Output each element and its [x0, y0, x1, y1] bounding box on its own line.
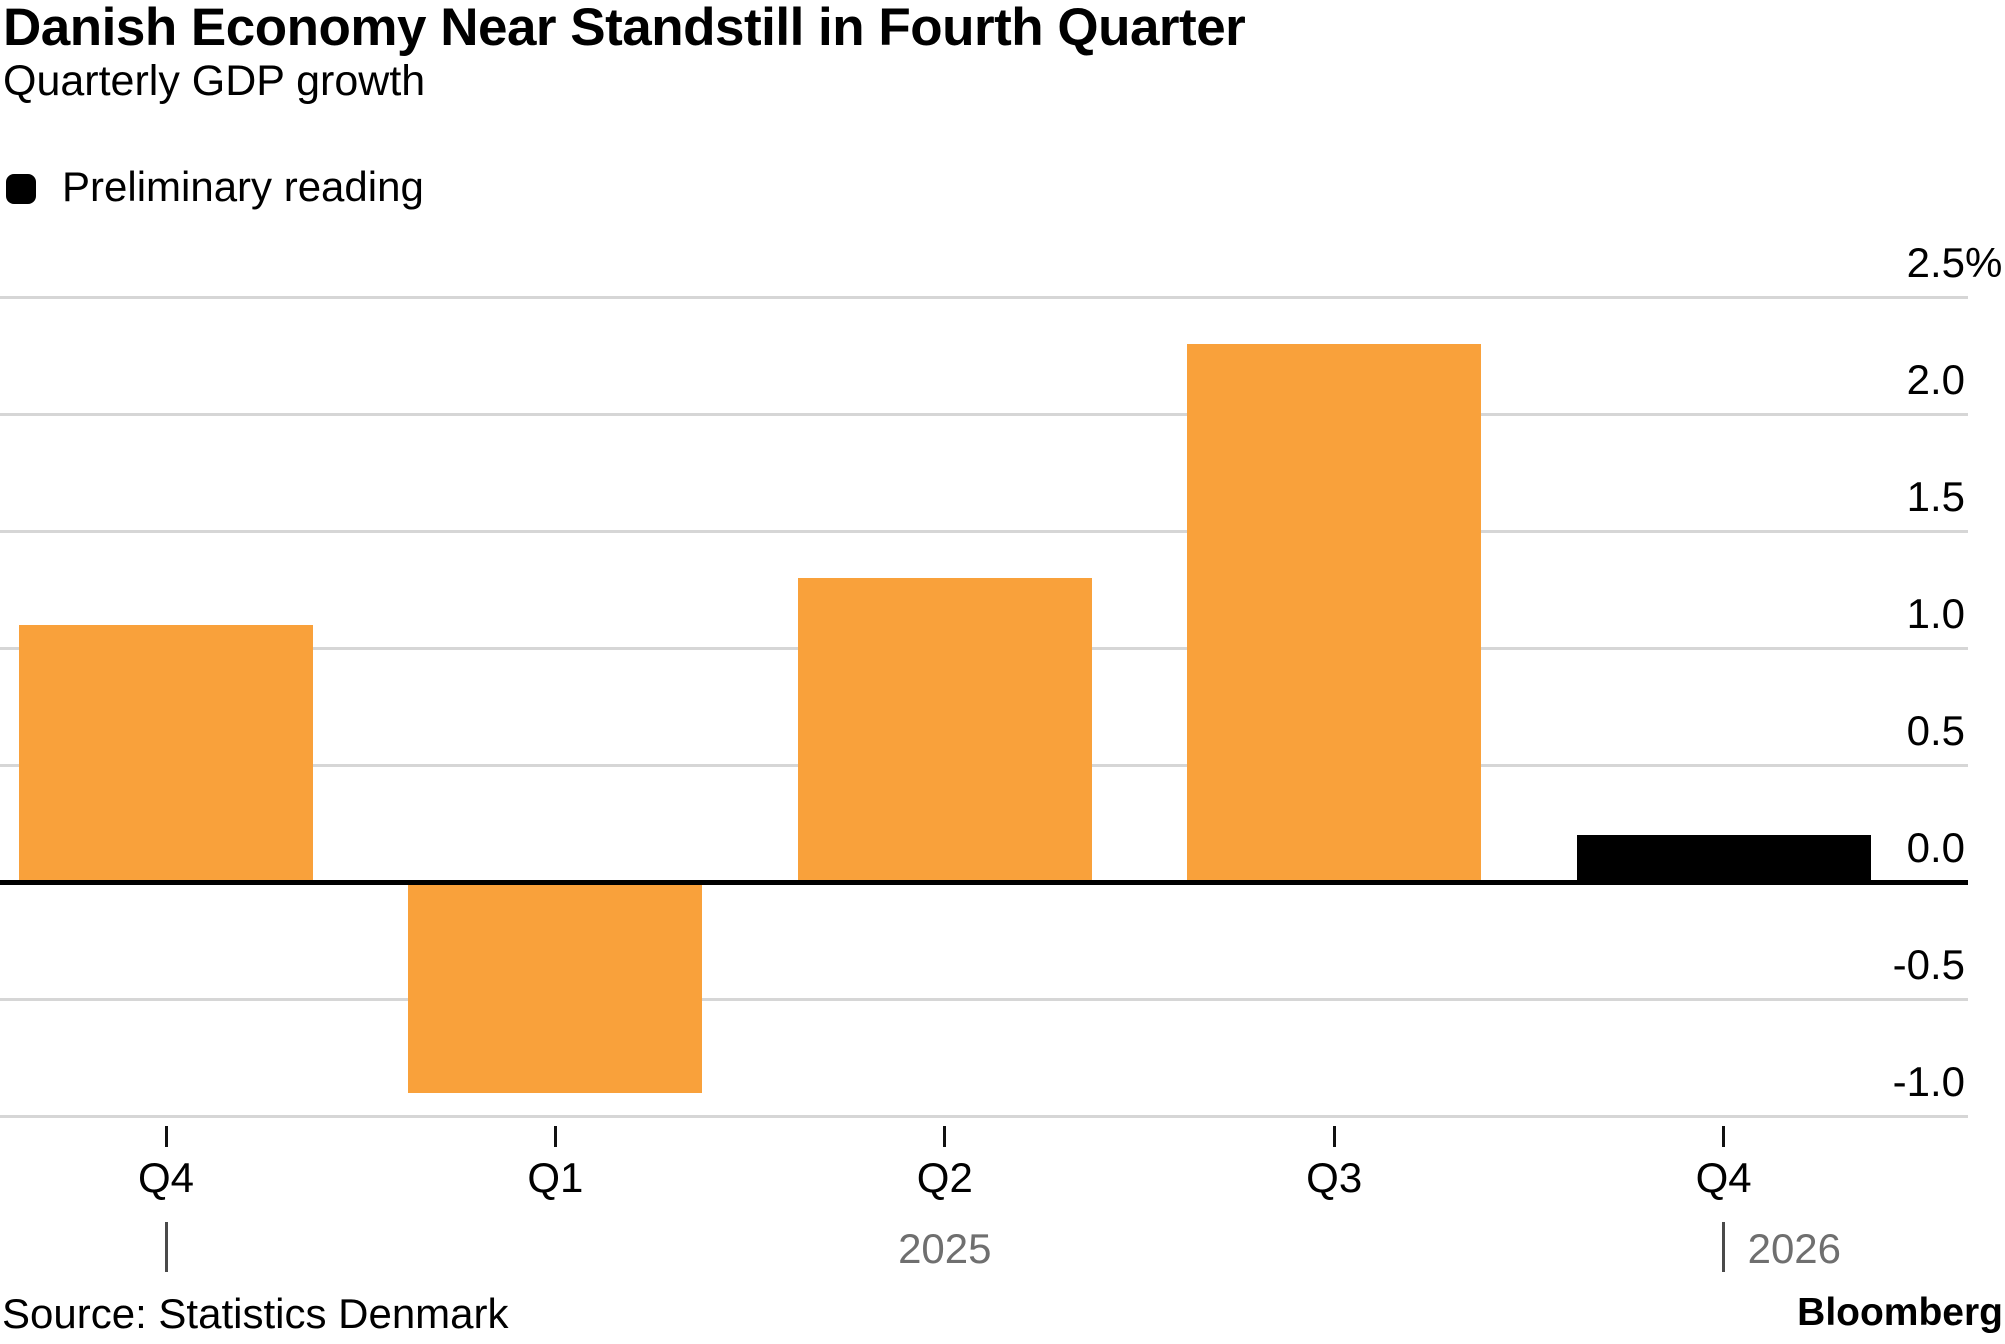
year-divider-mark [164, 1222, 168, 1272]
y-axis-tick-label: 2.0 [1906, 356, 1965, 403]
bar [19, 624, 313, 882]
legend-swatch-preliminary-icon [6, 174, 36, 204]
y-axis-tick-label: 0.5 [1906, 707, 1965, 754]
bar-preliminary [1576, 835, 1871, 882]
legend-label: Preliminary reading [62, 163, 424, 210]
bar [408, 882, 703, 1093]
legend: Preliminary reading [6, 165, 424, 209]
gridline [0, 530, 1968, 533]
x-axis-quarter-label: Q3 [1306, 1154, 1363, 1201]
percent-suffix: % [1965, 239, 2003, 286]
source-note: Source: Statistics Denmark [2, 1290, 509, 1337]
x-axis-tick [553, 1126, 557, 1147]
x-axis-quarter-label: Q4 [1695, 1154, 1752, 1201]
y-axis-tick-label: 1.5 [1906, 473, 1965, 520]
chart-subtitle: Quarterly GDP growth [3, 57, 426, 105]
zero-baseline [0, 880, 1968, 885]
x-axis-quarter-label: Q4 [137, 1154, 195, 1201]
gridline [0, 296, 1968, 299]
year-divider-mark [1722, 1222, 1726, 1272]
y-axis-tick-label: 0.0 [1906, 824, 1965, 871]
x-axis-tick [164, 1126, 168, 1147]
x-axis-quarter-label: Q1 [527, 1154, 584, 1201]
x-axis-year-label: 2026 [1747, 1225, 1842, 1272]
gridline [0, 998, 1968, 1001]
y-axis-tick-label: -0.5 [1892, 941, 1965, 988]
x-axis-tick [1332, 1126, 1336, 1147]
gridline [0, 1115, 1968, 1118]
bloomberg-logo: Bloomberg [1797, 1291, 2003, 1334]
y-axis-tick-label: 2.5% [1906, 239, 2003, 286]
x-axis-tick [1722, 1126, 1726, 1147]
chart-title: Danish Economy Near Standstill in Fourth… [3, 0, 1246, 57]
y-axis-tick-label: -1.0 [1892, 1058, 1965, 1105]
bar [1187, 343, 1482, 882]
x-axis-quarter-label: Q2 [916, 1154, 973, 1201]
x-axis-year-label: 2025 [898, 1225, 992, 1272]
bar [797, 577, 1092, 882]
x-axis-tick [943, 1126, 947, 1147]
y-axis-tick-label: 1.0 [1906, 590, 1965, 637]
gridline [0, 413, 1968, 416]
